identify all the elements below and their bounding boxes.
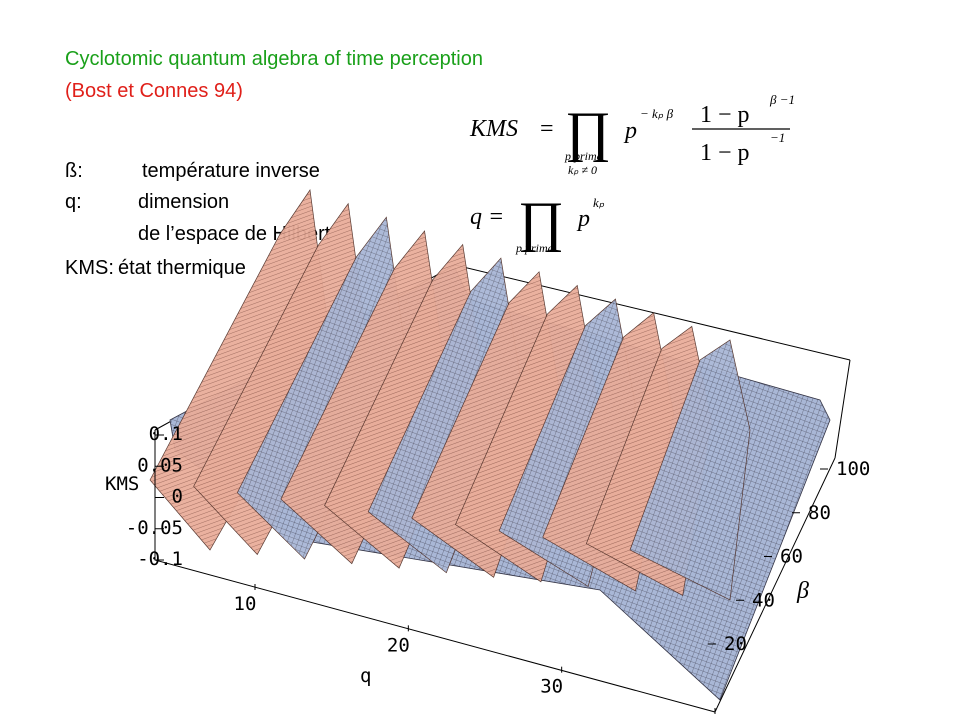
x-axis-label: q [360,665,371,687]
z-tick-label: -0.1 [137,548,183,570]
z-axis-label: KMS [105,473,139,495]
def-term: KMS: [65,257,114,279]
box-edge [834,359,851,459]
ridge [629,339,751,601]
kms-formula: KMS = ∏ p prime kₚ ≠ 0 p − kₚ β 1 − p β … [469,92,795,177]
formula-text: ∏ [565,101,611,163]
def-term: ß: [65,160,83,182]
z-tick-label: 0.1 [149,423,183,445]
y-tick-label: 60 [780,546,803,568]
formula-text: 1 − p [700,102,750,128]
subtitle: (Bost et Connes 94) [65,80,243,102]
y-tick-label: 80 [808,502,831,524]
axes: KMS q β 0.10.050-0.05-0.1102030402040608… [105,423,870,720]
formula-text: p prime [515,241,554,255]
x-tick-label: 40 [704,717,727,720]
formula-text: 1 − p [700,140,750,166]
formula-text: p [576,206,590,232]
def-text: dimension [138,191,229,213]
x-tick-label: 30 [540,676,563,698]
surface-ridges [149,189,751,601]
formula-text: = [540,116,554,142]
def-text: état thermique [118,257,246,279]
formula-text: kₚ [593,195,605,210]
y-tick-label: 100 [836,458,870,480]
formula-text: q = [470,204,504,230]
title: Cyclotomic quantum algebra of time perce… [65,48,483,70]
x-tick-label: 10 [234,593,257,615]
x-tick-label: 20 [387,634,410,656]
formula-text: KMS [469,116,518,142]
formula-text: β −1 [769,92,795,107]
formula-text: p prime [564,149,603,163]
formula-text: p [623,118,637,144]
y-axis-label: β [796,578,809,604]
formula-text: −1 [770,130,785,145]
q-formula: q = ∏ p prime p kₚ [470,191,605,255]
z-tick-label: 0 [172,486,183,508]
formula-text: kₚ ≠ 0 [568,163,597,177]
formula-text: ∏ [518,191,564,253]
formula-text: − kₚ β [640,106,674,121]
def-term: q: [65,191,82,213]
y-tick-label: 20 [724,633,747,655]
z-tick-label: -0.05 [126,517,183,539]
z-tick-label: 0.05 [137,454,183,476]
y-tick-label: 40 [752,589,775,611]
surface-plot [149,189,851,713]
def-text: température inverse [142,160,320,182]
box-edge [154,430,836,713]
